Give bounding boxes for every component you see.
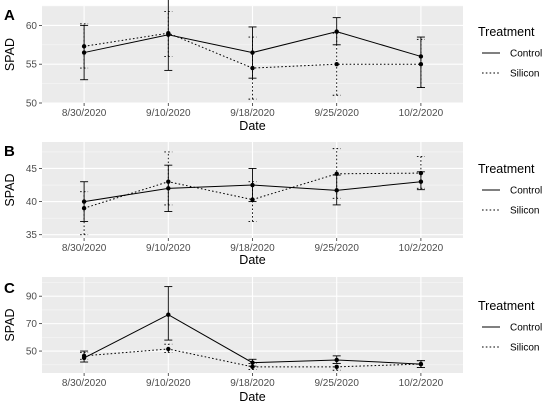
panel-tag: B <box>4 143 15 160</box>
panel-b: 35 40 45 8/30/2020 9/10/2020 9/18/2020 9/25/20… <box>3 142 542 267</box>
series-silicon <box>80 148 425 236</box>
legend-label: Control <box>510 323 542 334</box>
data-point <box>166 30 171 36</box>
x-tick-label: 9/10/2020 <box>146 243 191 254</box>
x-tick-label: 10/2/2020 <box>399 378 444 389</box>
data-point <box>250 364 255 370</box>
legend-title: Treatment <box>478 299 535 313</box>
y-tick-label: 45 <box>26 164 38 175</box>
x-axis-title: Date <box>239 119 265 133</box>
data-point <box>418 170 424 176</box>
data-point <box>334 171 339 176</box>
y-tick-label: 35 <box>26 230 38 241</box>
data-point <box>418 361 424 367</box>
y-axis-title: SPAD <box>3 38 17 71</box>
legend-label: Silicon <box>510 343 539 354</box>
legend: Treatment Control Silicon <box>478 299 542 354</box>
y-tick-label: 60 <box>26 21 38 32</box>
data-point <box>334 364 339 370</box>
y-tick-label: 40 <box>26 197 38 208</box>
data-point <box>166 179 171 184</box>
data-point <box>81 44 87 49</box>
x-tick-label: 9/25/2020 <box>314 378 359 389</box>
x-tick-label: 9/10/2020 <box>146 108 191 119</box>
y-tick-label: 50 <box>26 99 38 110</box>
panel-c: 50 70 90 8/30/2020 9/10/2020 9/18/2020 9/25/20… <box>3 277 542 404</box>
x-tick-label: 8/30/2020 <box>62 243 107 254</box>
data-point <box>250 65 255 71</box>
data-point <box>418 61 424 67</box>
x-tick-label: 9/25/2020 <box>314 108 359 119</box>
y-axis-title: SPAD <box>3 173 17 206</box>
legend-label: Silicon <box>510 206 539 217</box>
x-tick-label: 9/18/2020 <box>230 243 275 254</box>
data-point <box>250 197 255 202</box>
data-point <box>166 346 171 352</box>
data-point <box>81 199 87 204</box>
data-point <box>166 312 171 317</box>
x-tick-label: 10/2/2020 <box>399 243 444 254</box>
x-tick-label: 8/30/2020 <box>62 378 107 389</box>
panel-tag: A <box>4 7 15 24</box>
x-tick-label: 9/10/2020 <box>146 378 191 389</box>
legend: Treatment Control Silicon <box>478 25 542 80</box>
legend-title: Treatment <box>478 25 535 39</box>
data-point <box>418 179 424 184</box>
y-tick-label: 90 <box>26 292 38 303</box>
x-tick-label: 8/30/2020 <box>62 108 107 119</box>
data-point <box>81 353 87 359</box>
x-tick-label: 10/2/2020 <box>399 108 444 119</box>
legend-title: Treatment <box>478 162 535 176</box>
legend-label: Control <box>510 186 542 197</box>
y-tick-label: 70 <box>26 319 38 330</box>
data-point <box>81 206 87 211</box>
y-axis-title: SPAD <box>3 308 17 341</box>
series-silicon <box>80 10 425 100</box>
y-tick-label: 55 <box>26 60 38 71</box>
x-tick-label: 9/18/2020 <box>230 378 275 389</box>
legend-label: Control <box>510 49 542 60</box>
x-tick-label: 9/18/2020 <box>230 108 275 119</box>
panel-a: 50 55 60 8/30/2020 9/10/2020 9/18/2020 9/25/20… <box>3 0 542 133</box>
data-point <box>334 357 339 363</box>
data-point <box>334 61 339 67</box>
series-silicon <box>80 343 425 371</box>
x-axis-title: Date <box>239 253 265 267</box>
x-axis-title: Date <box>239 390 265 404</box>
data-point <box>250 182 255 188</box>
legend: Treatment Control Silicon <box>478 162 542 217</box>
panel-tag: C <box>4 280 15 297</box>
legend-label: Silicon <box>510 69 539 80</box>
y-tick-label: 50 <box>26 347 38 358</box>
data-point <box>334 29 339 34</box>
x-tick-label: 9/25/2020 <box>314 243 359 254</box>
